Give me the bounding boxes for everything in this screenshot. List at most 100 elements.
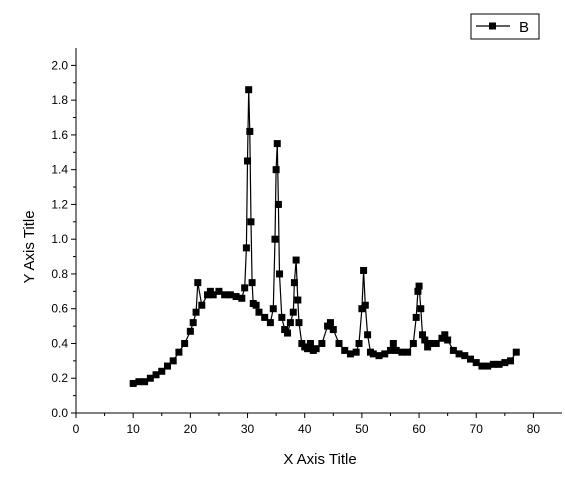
data-point xyxy=(261,313,269,321)
data-point xyxy=(312,345,320,353)
data-point xyxy=(215,287,223,295)
data-point xyxy=(192,308,200,316)
data-point xyxy=(286,319,294,327)
x-tick-label: 50 xyxy=(355,422,369,436)
data-point xyxy=(426,339,434,347)
y-tick-label: 0.0 xyxy=(51,406,68,420)
y-tick-label: 0.8 xyxy=(51,267,68,281)
data-point xyxy=(242,244,250,252)
data-point xyxy=(152,371,160,379)
data-point xyxy=(135,378,143,386)
x-tick-label: 10 xyxy=(126,422,140,436)
data-point xyxy=(284,329,292,337)
data-point xyxy=(271,235,279,243)
y-tick-label: 1.8 xyxy=(51,93,68,107)
data-point xyxy=(409,339,417,347)
data-point xyxy=(386,346,394,354)
data-point xyxy=(364,331,372,339)
data-point xyxy=(163,362,171,370)
data-point xyxy=(169,357,177,365)
data-point xyxy=(501,359,509,367)
y-axis-title: Y Axis Title xyxy=(21,210,38,283)
data-point xyxy=(278,313,286,321)
data-point xyxy=(266,319,274,327)
data-point xyxy=(269,305,277,313)
x-tick-label: 70 xyxy=(470,422,484,436)
x-tick-label: 20 xyxy=(184,422,198,436)
data-point xyxy=(272,166,280,174)
data-point xyxy=(189,319,197,327)
data-point xyxy=(472,359,480,367)
data-point xyxy=(441,331,449,339)
data-point xyxy=(329,326,337,334)
data-point xyxy=(292,256,300,264)
y-tick-label: 1.6 xyxy=(51,128,68,142)
data-point xyxy=(449,346,457,354)
data-point xyxy=(417,305,425,313)
y-tick-label: 1.0 xyxy=(51,232,68,246)
x-tick-label: 60 xyxy=(412,422,426,436)
data-point xyxy=(418,331,426,339)
data-point xyxy=(375,352,383,360)
y-tick-label: 0.2 xyxy=(51,371,68,385)
data-point xyxy=(129,379,137,387)
data-point xyxy=(238,294,246,302)
data-point xyxy=(304,345,312,353)
data-point xyxy=(141,378,149,386)
data-point xyxy=(478,362,486,370)
data-point xyxy=(421,336,429,344)
data-point xyxy=(241,284,249,292)
data-point xyxy=(295,319,303,327)
data-point xyxy=(198,301,206,309)
data-point xyxy=(467,355,475,363)
data-point xyxy=(221,291,229,299)
data-point xyxy=(326,319,334,327)
data-point xyxy=(495,360,503,368)
data-point xyxy=(484,362,492,370)
data-point xyxy=(290,279,298,287)
data-point xyxy=(361,301,369,309)
data-point xyxy=(346,350,354,358)
x-tick-label: 0 xyxy=(73,422,80,436)
data-point xyxy=(248,279,256,287)
data-point xyxy=(392,346,400,354)
data-point xyxy=(444,336,452,344)
axes: 0 10 20 30 40 50 60 70 80 0.0 0.2 0.4 0.6 0.8 1.0 1.2 1.… xyxy=(51,48,562,436)
data-point xyxy=(318,339,326,347)
data-point xyxy=(252,301,260,309)
data-point xyxy=(415,282,423,290)
data-point xyxy=(276,270,284,278)
legend: B xyxy=(470,13,540,40)
legend-marker-swatch xyxy=(489,22,496,30)
data-point xyxy=(389,339,397,347)
data-point xyxy=(146,374,154,382)
x-tick-label: 40 xyxy=(298,422,312,436)
data-point xyxy=(455,350,463,358)
x-tick-label: 80 xyxy=(527,422,541,436)
data-point xyxy=(412,313,420,321)
data-point xyxy=(507,357,515,365)
data-point xyxy=(245,86,253,94)
data-point xyxy=(273,140,281,148)
data-point xyxy=(335,339,343,347)
series-line xyxy=(133,89,517,385)
legend-label: B xyxy=(519,19,529,36)
y-tick-label: 1.4 xyxy=(51,163,68,177)
data-point xyxy=(489,360,497,368)
data-point xyxy=(194,279,202,287)
series-layer xyxy=(129,86,520,387)
data-point xyxy=(255,308,263,316)
data-point xyxy=(381,350,389,358)
data-point xyxy=(369,350,377,358)
data-point xyxy=(404,348,412,356)
data-point xyxy=(232,293,240,301)
data-point xyxy=(186,327,194,335)
y-tick-label: 1.2 xyxy=(51,197,68,211)
data-point xyxy=(226,291,234,299)
data-point xyxy=(512,348,520,356)
data-point xyxy=(158,367,166,375)
data-point xyxy=(461,352,469,360)
data-point xyxy=(181,339,189,347)
data-point xyxy=(289,308,297,316)
